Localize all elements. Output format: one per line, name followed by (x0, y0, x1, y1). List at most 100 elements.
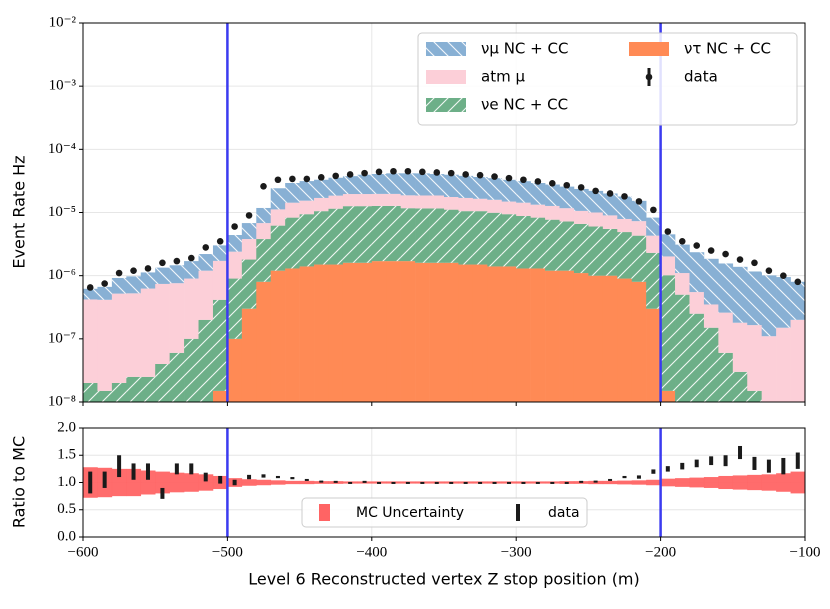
data-point (202, 244, 210, 251)
hist-bar (400, 261, 416, 402)
data-point (678, 237, 686, 245)
legend-swatch (426, 70, 466, 84)
hatch (241, 223, 257, 240)
data-errbar (564, 481, 569, 484)
data-errbar (752, 456, 757, 470)
data-point (216, 237, 224, 245)
hatch (83, 288, 98, 300)
hist-bar (357, 262, 373, 402)
hatch (111, 382, 127, 402)
hatch (444, 174, 459, 197)
hatch (270, 225, 286, 271)
data-point (534, 178, 542, 185)
hatch (761, 275, 777, 337)
y-tick-label: 10⁻³ (49, 78, 77, 94)
legend-hatch (426, 98, 466, 112)
data-errbar (550, 481, 555, 484)
legend-hatch (426, 42, 466, 56)
mc-uncertainty (776, 473, 791, 492)
data-point (159, 259, 166, 267)
data-point (419, 168, 426, 176)
data-point (664, 228, 672, 235)
data-errbar (405, 481, 410, 484)
hist-bar (472, 198, 488, 212)
hist-bar (371, 261, 387, 402)
data-errbar (506, 481, 511, 484)
hatch (386, 205, 401, 262)
mc-uncertainty (299, 480, 315, 485)
hatch (256, 207, 272, 224)
hatch (371, 205, 387, 262)
hatch (790, 281, 805, 320)
hatch (357, 206, 373, 263)
mc-uncertainty (198, 474, 214, 491)
mc-uncertainty (631, 480, 647, 485)
hatch (573, 223, 589, 274)
data-errbar (333, 480, 338, 483)
data-point (115, 269, 123, 277)
mc-uncertainty (646, 479, 661, 486)
data-errbar (160, 487, 165, 499)
hatch (155, 363, 170, 402)
data-errbar (463, 481, 468, 484)
y-tick-label: 2.0 (57, 419, 76, 435)
data-errbar (218, 475, 223, 484)
data-point (390, 167, 397, 175)
data-errbar (275, 475, 280, 479)
hatch (573, 188, 589, 211)
hatch (342, 206, 358, 263)
x-tick-label: −100 (790, 544, 821, 560)
data-errbar (781, 457, 786, 475)
hatch (314, 211, 329, 265)
hist-bar (184, 278, 199, 339)
data-errbar (723, 455, 728, 467)
legend-swatch (629, 42, 669, 56)
hatch (602, 193, 618, 216)
data-errbar (102, 471, 107, 488)
hist-bar (429, 195, 445, 209)
mc-uncertainty (111, 468, 127, 497)
hatch (328, 177, 344, 196)
data-point (86, 284, 94, 291)
hist-bar (588, 275, 604, 402)
hatch (400, 208, 416, 262)
legend-label: ντ NC + CC (684, 40, 771, 58)
y-tick-label: 0.0 (57, 528, 76, 544)
data-point (462, 171, 469, 178)
data-errbar (766, 459, 771, 473)
hist-bar (573, 273, 589, 402)
x-tick-label: −600 (68, 544, 99, 560)
hatch (588, 190, 604, 213)
data-point (346, 171, 354, 178)
hist-bar (646, 235, 661, 253)
legend-label: MC Uncertainty (356, 505, 464, 521)
hist-bar (646, 308, 661, 402)
hatch (155, 267, 170, 284)
hatch (212, 299, 228, 391)
legend-label: atm μ (481, 68, 525, 86)
legend-errbar (516, 504, 520, 521)
mc-uncertainty (675, 478, 690, 487)
data-point (563, 181, 571, 189)
data-errbar (478, 481, 483, 484)
data-errbar (680, 462, 685, 470)
legend-label: data (548, 505, 580, 521)
data-point (520, 176, 527, 184)
data-errbar (521, 481, 526, 484)
hatch (617, 232, 633, 279)
hatch (371, 173, 387, 194)
x-axis-label: Level 6 Reconstructed vertex Z stop posi… (248, 570, 640, 589)
data-errbar (608, 478, 613, 481)
hist-bar (602, 275, 618, 402)
hist-bar (328, 195, 344, 209)
hist-bar (559, 270, 575, 402)
hatch (415, 208, 430, 263)
y-tick-label: 10⁻⁸ (48, 393, 76, 409)
hist-bar (516, 202, 531, 217)
data-point (375, 168, 383, 176)
hist-bar (790, 319, 805, 402)
mc-uncertainty (617, 480, 633, 485)
mc-uncertainty (270, 480, 286, 485)
data-point (621, 193, 628, 200)
data-point (794, 278, 802, 286)
